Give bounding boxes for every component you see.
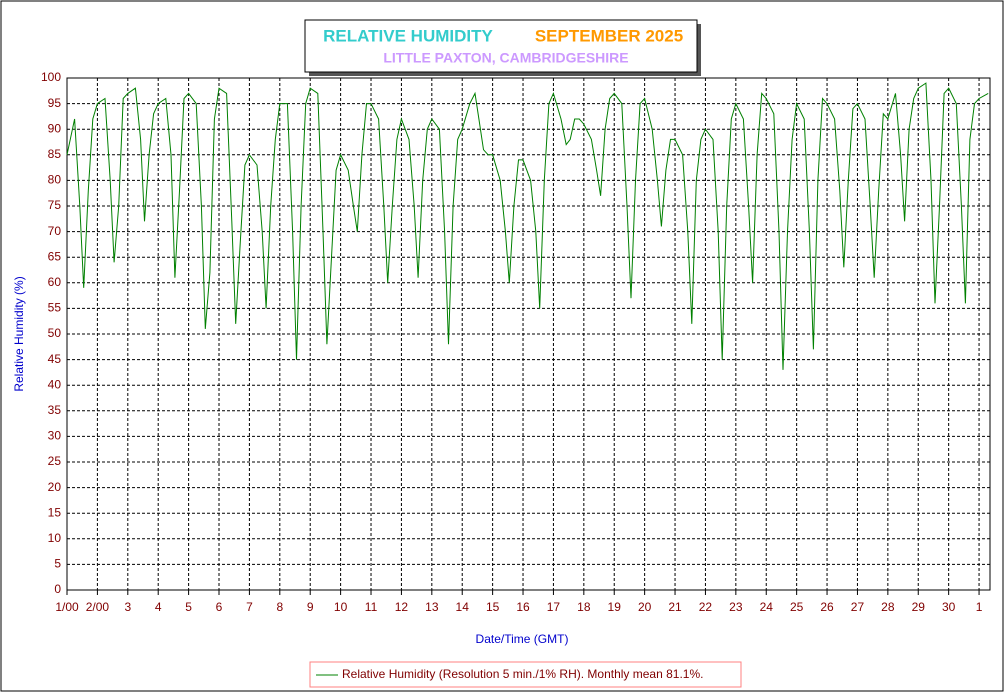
y-tick-label: 65: [48, 249, 62, 263]
x-tick-label: 4: [155, 600, 162, 614]
y-tick-label: 25: [48, 454, 62, 468]
chart-subtitle: LITTLE PAXTON, CAMBRIDGESHIRE: [383, 50, 628, 66]
data-line: [66, 82, 989, 370]
x-tick-label: 25: [790, 600, 804, 614]
x-tick-label: 7: [246, 600, 253, 614]
x-tick-label: 27: [851, 600, 865, 614]
y-tick-label: 90: [48, 121, 62, 135]
y-tick-label: 45: [48, 352, 62, 366]
x-tick-label: 12: [395, 600, 409, 614]
x-tick-label: 18: [577, 600, 591, 614]
chart-title: RELATIVE HUMIDITY: [323, 26, 493, 45]
y-tick-label: 50: [48, 326, 62, 340]
legend-box: [309, 661, 742, 688]
y-tick-label: 75: [48, 198, 62, 212]
x-tick-label: 21: [668, 600, 682, 614]
x-tick-label: 1: [976, 600, 983, 614]
x-tick-label: 11: [365, 600, 378, 614]
x-tick-label: 6: [216, 600, 223, 614]
y-tick-label: 40: [48, 377, 62, 391]
x-tick-label: 16: [516, 600, 530, 614]
y-tick-label: 30: [48, 429, 62, 443]
chart-period: SEPTEMBER 2025: [535, 26, 683, 45]
x-tick-label: 3: [124, 600, 131, 614]
x-tick-label: 22: [699, 600, 713, 614]
x-tick-label: 2/00: [86, 600, 110, 614]
y-tick-label: 100: [41, 70, 61, 84]
y-tick-label: 0: [54, 582, 61, 596]
y-tick-label: 15: [48, 505, 62, 519]
y-axis-label: Relative Humidity (%): [12, 276, 26, 391]
x-tick-label: 8: [276, 600, 283, 614]
x-tick-label: 30: [942, 600, 956, 614]
y-tick-label: 35: [48, 403, 62, 417]
x-tick-label: 19: [608, 600, 622, 614]
y-tick-label: 95: [48, 96, 62, 110]
x-tick-label: 10: [334, 600, 348, 614]
x-tick-label: 14: [456, 600, 470, 614]
y-tick-label: 20: [48, 480, 62, 494]
y-tick-label: 60: [48, 275, 62, 289]
x-tick-label: 26: [820, 600, 834, 614]
x-tick-label: 23: [729, 600, 743, 614]
x-tick-label: 20: [638, 600, 652, 614]
x-tick-label: 1/00: [55, 600, 79, 614]
plot-frame: [66, 77, 991, 591]
y-tick-label: 5: [54, 557, 61, 571]
y-tick-label: 55: [48, 301, 62, 315]
x-tick-label: 28: [881, 600, 895, 614]
x-tick-label: 9: [307, 600, 314, 614]
y-tick-label: 10: [48, 531, 62, 545]
x-tick-label: 5: [185, 600, 192, 614]
x-tick-label: 24: [760, 600, 774, 614]
y-tick-label: 85: [48, 147, 62, 161]
x-tick-label: 17: [547, 600, 561, 614]
x-tick-label: 13: [425, 600, 439, 614]
title-box: [304, 19, 698, 73]
y-tick-label: 80: [48, 173, 62, 187]
y-tick-label: 70: [48, 224, 62, 238]
legend-label: Relative Humidity (Resolution 5 min./1% …: [342, 667, 703, 681]
x-axis-label: Date/Time (GMT): [476, 632, 569, 646]
x-tick-label: 15: [486, 600, 500, 614]
x-tick-label: 29: [912, 600, 926, 614]
